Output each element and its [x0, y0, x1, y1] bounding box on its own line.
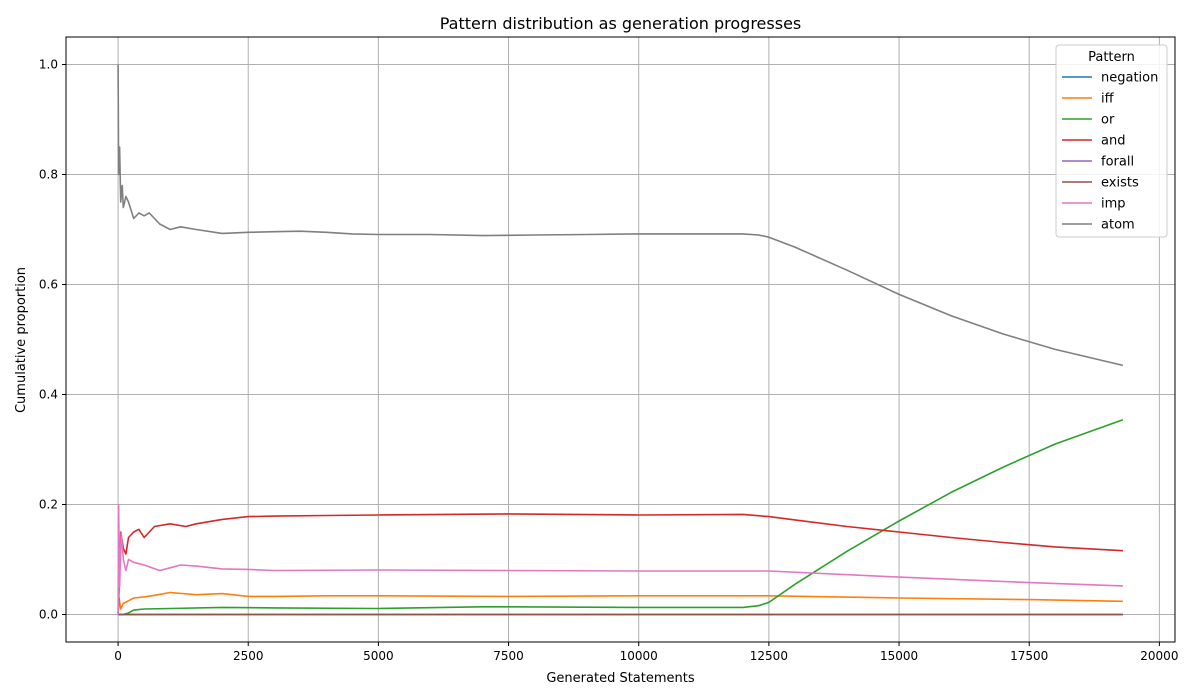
legend-box: [1055, 44, 1168, 238]
legend-label-and: and: [1101, 134, 1125, 149]
x-tick-label: 5000: [363, 649, 394, 663]
legend-label-or: or: [1101, 113, 1115, 128]
series-line-atom: [117, 64, 1124, 367]
x-tick-label: 12500: [750, 649, 788, 663]
series-line-or: [118, 419, 1124, 616]
series-line-and: [117, 513, 1123, 615]
y-tick-label: 0.4: [39, 388, 58, 402]
x-axis-label: Generated Statements: [546, 671, 695, 686]
x-tick-label: 0: [114, 649, 122, 663]
legend-label-forall: forall: [1101, 155, 1134, 170]
legend-label-imp: imp: [1101, 197, 1126, 212]
chart-title: Pattern distribution as generation progr…: [440, 14, 802, 33]
legend-label-iff: iff: [1101, 92, 1115, 107]
x-tick-label: 20000: [1140, 649, 1178, 663]
legend: Pattern negation iff or and forall exists imp a…: [1055, 44, 1168, 238]
series-line-imp: [117, 503, 1123, 615]
x-tick-label: 17500: [1010, 649, 1048, 663]
legend-label-exists: exists: [1101, 176, 1139, 191]
y-tick-label: 0.6: [39, 278, 58, 292]
x-tick-label: 7500: [493, 649, 524, 663]
legend-items: negation iff or and forall exists imp atom: [1062, 71, 1158, 233]
legend-title: Pattern: [1088, 50, 1135, 65]
series-line-iff: [117, 591, 1123, 615]
y-tick-label: 1.0: [39, 58, 58, 72]
grid: [66, 37, 1175, 642]
series-lines: [117, 64, 1124, 616]
y-axis-label: Cumulative proportion: [14, 267, 29, 413]
y-tick-label: 0.2: [39, 498, 58, 512]
legend-label-atom: atom: [1101, 218, 1135, 233]
y-axis: 0.0 0.2 0.4 0.6 0.8 1.0: [39, 58, 66, 622]
legend-label-negation: negation: [1101, 71, 1158, 86]
y-tick-label: 0.0: [39, 608, 58, 622]
x-tick-label: 2500: [233, 649, 264, 663]
x-tick-label: 15000: [880, 649, 918, 663]
y-tick-label: 0.8: [39, 168, 58, 182]
x-tick-label: 10000: [620, 649, 658, 663]
plot-frame: [65, 36, 1176, 643]
x-axis: 0 2500 5000 7500 10000 12500 15000 17500 20000: [114, 642, 1178, 663]
